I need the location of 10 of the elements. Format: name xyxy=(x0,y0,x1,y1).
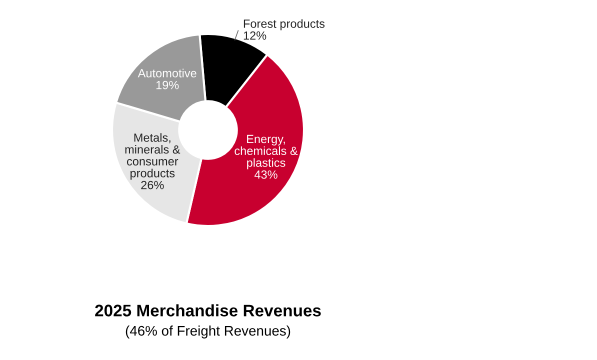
data-label: 19% xyxy=(156,80,179,90)
data-label: 43% xyxy=(254,170,278,179)
slice-label: Metals, minerals & consumer products xyxy=(125,133,180,180)
data-label: 12% xyxy=(244,31,266,40)
data-label: 26% xyxy=(141,180,164,190)
text: 2025 Merchandise Revenues xyxy=(95,304,321,316)
slice-label: Automotive xyxy=(138,68,196,78)
slice-label: Energy, chemicals & plastics xyxy=(234,134,298,170)
slice-label: Forest products xyxy=(244,19,325,30)
text: (46% of Freight Revenues) xyxy=(126,326,290,338)
